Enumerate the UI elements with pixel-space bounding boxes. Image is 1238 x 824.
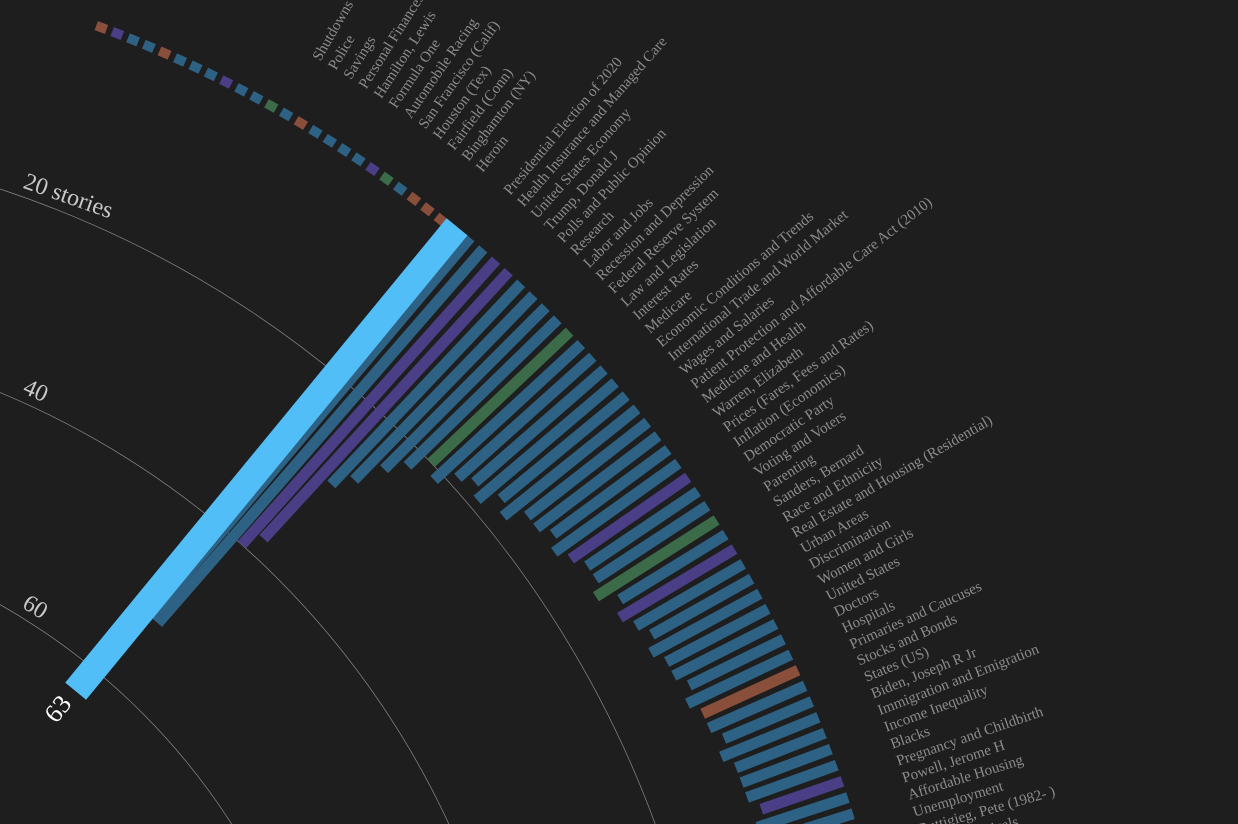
bar <box>278 107 294 122</box>
bar <box>592 515 720 602</box>
bar <box>141 39 156 53</box>
bar <box>739 743 833 788</box>
bar <box>433 212 449 227</box>
bar <box>533 431 662 533</box>
bar <box>745 759 839 803</box>
bar <box>719 712 821 762</box>
bar <box>567 472 692 564</box>
bar <box>721 696 814 744</box>
bar <box>759 776 845 815</box>
bar <box>322 133 338 148</box>
bar <box>454 352 597 482</box>
bar <box>592 501 711 584</box>
ring-label: 20 stories <box>20 169 116 224</box>
bar <box>700 665 801 719</box>
bar <box>497 391 630 504</box>
bar <box>549 445 672 539</box>
bar <box>293 116 308 130</box>
bar <box>365 161 380 177</box>
bar <box>755 792 850 824</box>
bar <box>802 808 855 824</box>
bar <box>157 46 172 60</box>
bar <box>473 378 619 504</box>
bar <box>633 559 746 631</box>
bar <box>648 588 763 658</box>
bar <box>420 202 435 217</box>
bar <box>551 458 682 557</box>
bar <box>617 529 729 605</box>
bar <box>664 603 771 667</box>
bar <box>351 152 366 167</box>
bar <box>430 340 586 484</box>
bar <box>403 315 562 470</box>
bar <box>471 365 608 487</box>
bar <box>584 486 701 571</box>
bar <box>733 728 827 774</box>
bar <box>499 404 641 521</box>
bar <box>649 573 755 640</box>
bar <box>327 279 526 489</box>
bar <box>392 181 408 196</box>
bar <box>188 60 203 74</box>
bar <box>219 75 234 89</box>
bar <box>706 680 808 734</box>
bar <box>110 27 125 41</box>
bar <box>336 142 352 157</box>
value-label: 63 <box>38 690 77 728</box>
bar <box>406 191 422 207</box>
bar <box>671 619 779 681</box>
bar <box>379 171 394 186</box>
bar <box>173 53 188 67</box>
bar <box>249 91 264 105</box>
bar <box>153 245 488 627</box>
bar <box>259 267 513 543</box>
bar <box>237 256 501 549</box>
bar <box>65 218 468 700</box>
bar <box>308 124 323 139</box>
bar <box>617 544 738 623</box>
bar <box>203 67 218 82</box>
bar <box>94 21 109 34</box>
bar <box>350 291 538 484</box>
bar <box>686 634 786 691</box>
ring-label: 60 <box>18 590 52 625</box>
bar <box>234 83 249 97</box>
bar <box>427 327 574 467</box>
bar <box>126 33 141 47</box>
bar <box>380 303 550 474</box>
bar <box>264 99 279 113</box>
bar <box>523 417 652 521</box>
bar <box>685 649 794 709</box>
